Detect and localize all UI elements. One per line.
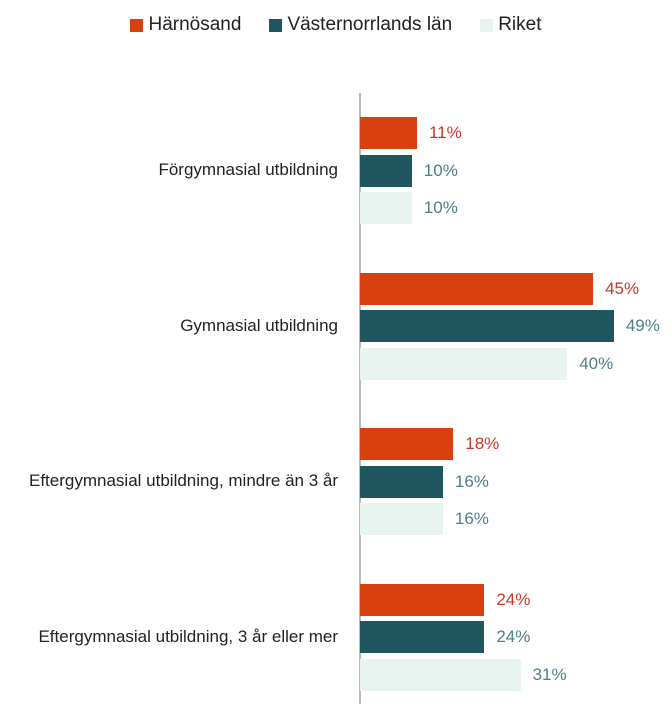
legend-swatch — [269, 18, 283, 32]
value-label: 45% — [605, 278, 640, 298]
value-label: 24% — [496, 627, 531, 646]
value-label: 24% — [496, 589, 531, 609]
category-label: Gymnasial utbildning — [180, 315, 338, 335]
value-label: 16% — [454, 509, 489, 528]
legend-swatch — [130, 18, 144, 32]
bar — [360, 347, 568, 380]
value-label: 49% — [625, 316, 660, 335]
legend-label: Riket — [498, 14, 542, 35]
legend-item: Västernorrlands län — [269, 14, 452, 36]
bar — [360, 465, 443, 498]
bar — [360, 621, 485, 653]
legend-item: Härnösand — [130, 14, 241, 36]
bar — [360, 154, 412, 187]
legend-item: Riket — [480, 14, 542, 36]
bar — [360, 428, 454, 460]
value-label: 10% — [423, 198, 458, 217]
axis-line — [359, 93, 361, 704]
category-label: Förgymnasial utbildning — [158, 160, 338, 179]
legend-swatch — [480, 18, 494, 32]
value-label: 40% — [579, 353, 614, 373]
bar — [360, 658, 521, 691]
value-label: 16% — [454, 471, 489, 491]
bar — [360, 117, 417, 149]
legend-label: Västernorrlands län — [287, 14, 453, 35]
legend: Härnösand Västernorrlands län Riket — [0, 14, 672, 36]
bar — [360, 503, 443, 535]
bar — [360, 272, 594, 305]
bar — [360, 583, 485, 616]
value-label: 10% — [423, 160, 458, 180]
bar — [360, 310, 614, 342]
legend-label: Härnösand — [148, 14, 242, 35]
category-label: Eftergymnasial utbildning, 3 år eller me… — [38, 626, 338, 646]
value-label: 18% — [465, 434, 500, 453]
value-label: 31% — [532, 664, 567, 684]
value-label: 11% — [428, 123, 462, 142]
category-label: Eftergymnasial utbildning, mindre än 3 å… — [29, 471, 338, 490]
bar — [360, 192, 412, 224]
